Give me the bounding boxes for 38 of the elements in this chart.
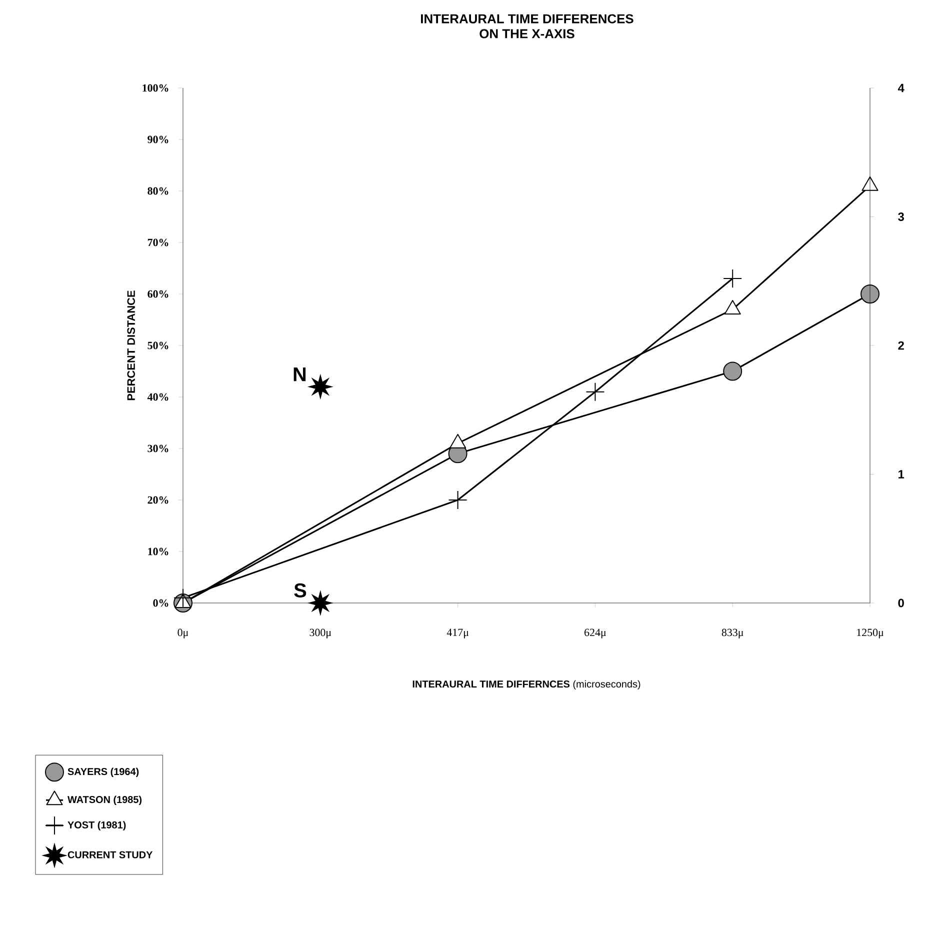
annotation: N [294,367,306,382]
y-tick-label: 100% [142,84,168,92]
x-tick-label: 1250μ [857,628,884,638]
x-tick-label: 0μ [178,628,188,638]
y-tick-label: 60% [148,290,168,298]
point [860,284,880,304]
point [174,588,192,608]
y-tick-label: 30% [148,444,168,452]
x-tick-label: 417μ [446,628,469,638]
x-tick-label: 833μ [722,628,744,638]
y-tick-label: 80% [148,187,168,195]
x-tick-label: 300μ [310,628,332,638]
legend-label: WATSON (1985) [68,796,142,806]
x-tick-label: 624μ [584,628,606,638]
point [723,269,742,288]
y-tick-label: 10% [148,548,168,556]
y-tick-label: 20% [148,496,168,504]
y2-tick-label: 4 [898,84,904,92]
chart-title: INTERAURAL TIME DIFFERENCES ON THE X-AXIS [421,14,634,38]
y2-tick-label: 3 [898,212,904,221]
legend-label: YOST (1981) [68,821,126,830]
y-tick-label: 50% [148,342,168,350]
legend-label: SAYERS (1964) [68,768,139,778]
annotation: S [294,583,306,598]
y2-tick-label: 2 [898,341,904,350]
point [586,382,605,402]
x-axis-title: INTERAURAL TIME DIFFERNCES (microseconds) [412,680,640,690]
y-tick-label: 90% [148,136,168,144]
y-tick-label: 40% [147,393,168,401]
y2-tick-label: 0 [898,598,904,608]
y-tick-label: 0% [153,599,168,607]
point [448,490,468,510]
point [723,362,742,381]
y-axis-title: PERCENT DISTANCE [127,290,135,400]
y2-tick-label: 1 [898,470,904,478]
legend-label: CURRENT STUDY [68,851,153,858]
y-tick-label: 70% [148,238,168,246]
point [308,591,332,614]
